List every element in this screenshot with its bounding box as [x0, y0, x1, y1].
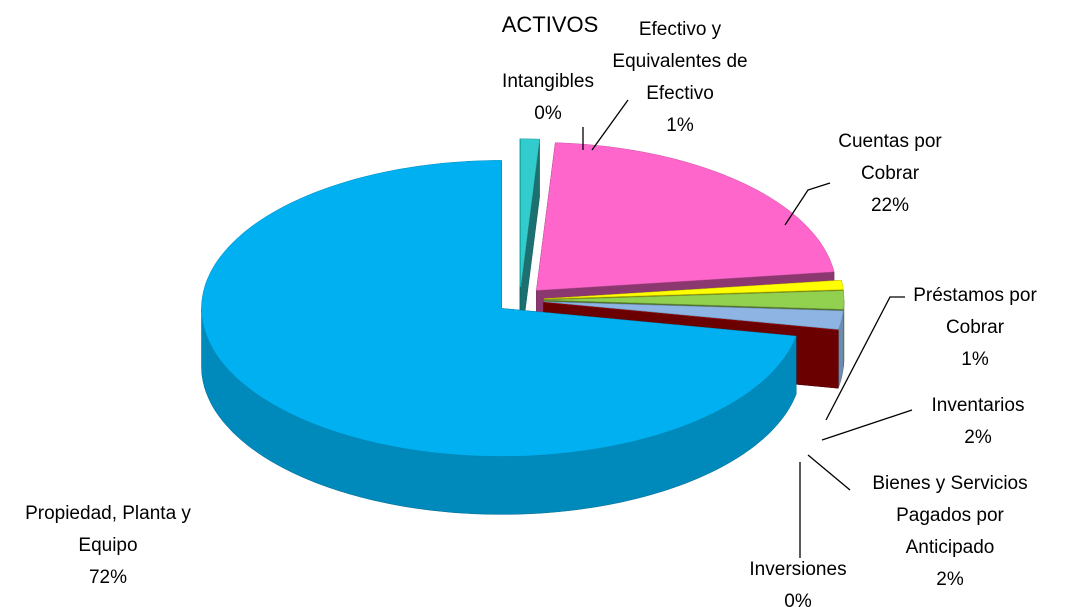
- leader-line: [784, 182, 831, 226]
- label-name: Efectivo y Equivalentes de Efectivo: [612, 19, 748, 104]
- data-label: Inventarios 2%: [908, 390, 1048, 454]
- data-label: Inversiones 0%: [728, 554, 868, 607]
- data-label: Propiedad, Planta y Equipo 72%: [0, 498, 216, 594]
- label-name: Propiedad, Planta y Equipo: [25, 503, 191, 556]
- pie-slice: [543, 279, 844, 300]
- label-name: Intangibles: [502, 71, 594, 92]
- data-label: Efectivo y Equivalentes de Efectivo 1%: [600, 14, 760, 142]
- chart-title: ACTIVOS: [501, 12, 599, 37]
- label-value: 0%: [534, 103, 562, 124]
- pie-slice: [201, 160, 797, 457]
- pie-slice: [520, 138, 540, 287]
- pie-slice: [536, 142, 835, 291]
- label-name: Inversiones: [749, 559, 847, 580]
- leader-lines: [582, 99, 913, 558]
- data-label: Cuentas por Cobrar 22%: [820, 126, 960, 222]
- label-value: 2%: [936, 569, 964, 590]
- label-value: 72%: [88, 567, 128, 588]
- pie-slice: [543, 301, 844, 330]
- label-value: 1%: [961, 349, 989, 370]
- pie-slice: [543, 302, 839, 331]
- leader-line: [821, 409, 913, 441]
- label-name: Bienes y Servicios Pagados por Anticipad…: [872, 473, 1028, 558]
- data-label: Bienes y Servicios Pagados por Anticipad…: [850, 468, 1050, 596]
- label-value: 2%: [964, 427, 992, 448]
- label-name: Inventarios: [931, 395, 1025, 416]
- data-label: Préstamos por Cobrar 1%: [900, 280, 1050, 376]
- leader-line: [591, 99, 629, 151]
- label-name: Cuentas por Cobrar: [838, 131, 942, 184]
- data-label: Intangibles 0%: [478, 66, 618, 130]
- label-name: Préstamos por Cobrar: [913, 285, 1037, 338]
- slices: [201, 138, 845, 515]
- label-value: 22%: [870, 195, 910, 216]
- pie-slice-side: [843, 300, 845, 368]
- label-value: 1%: [666, 115, 694, 136]
- leader-line: [825, 296, 905, 421]
- label-value: 0%: [784, 591, 812, 607]
- pie-slice: [543, 290, 845, 310]
- leader-line: [807, 454, 851, 491]
